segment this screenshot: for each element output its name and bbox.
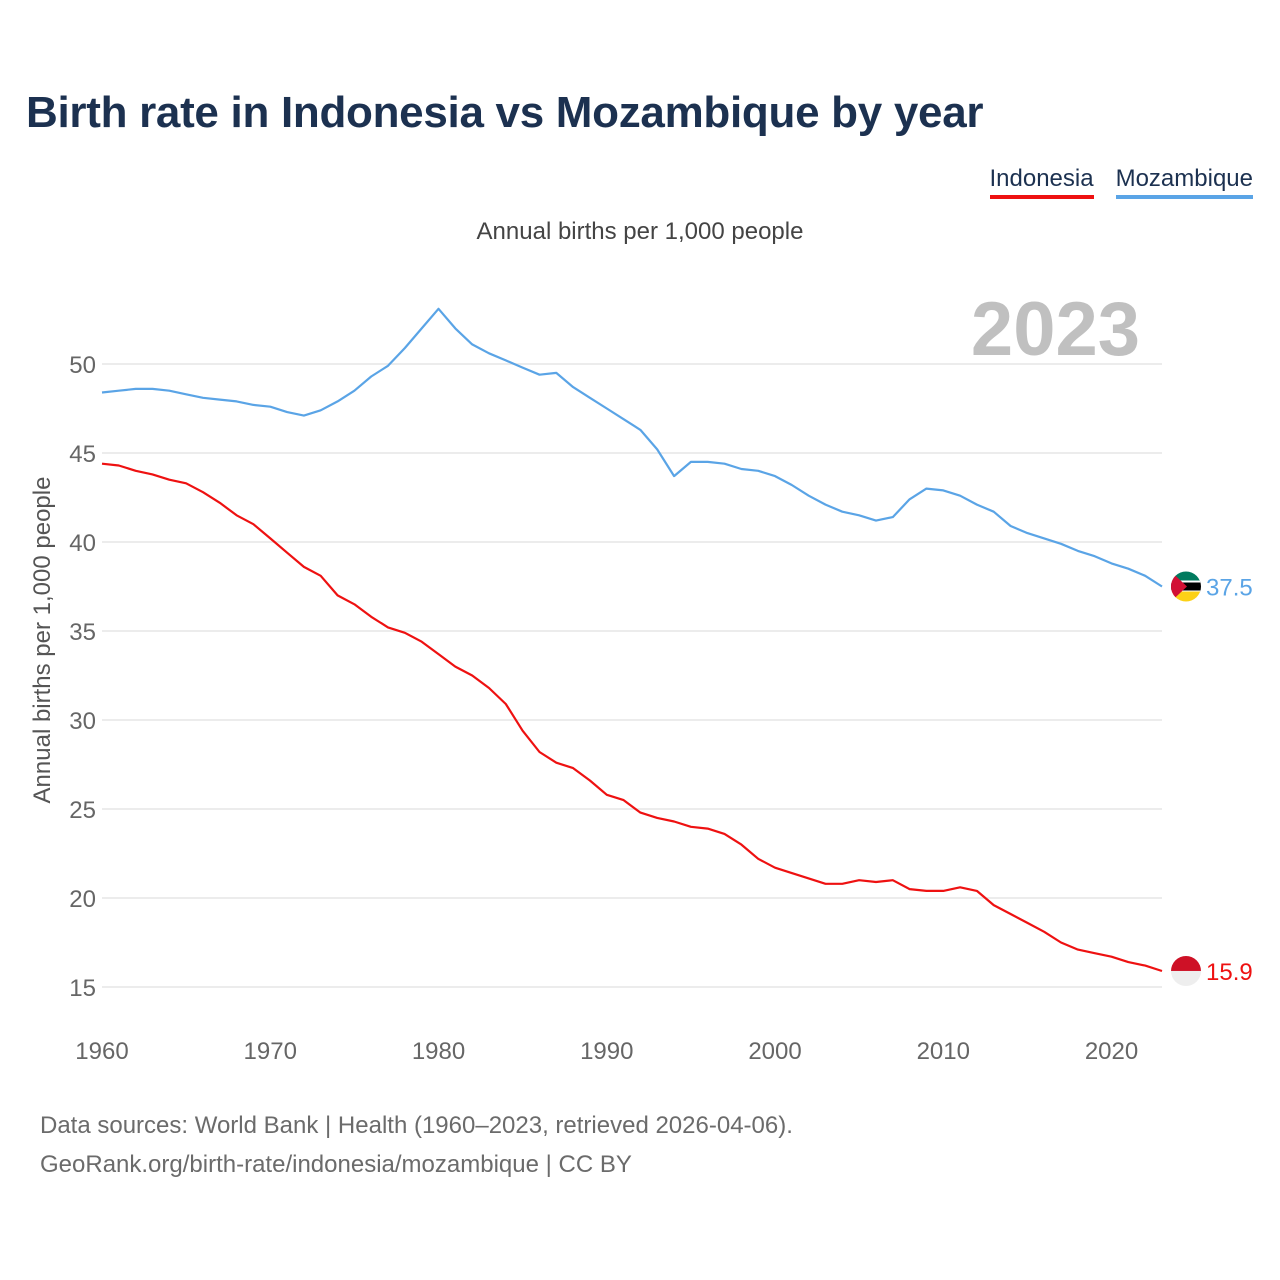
series-lines — [101, 307, 1163, 973]
x-tick-label: 2000 — [748, 1038, 801, 1065]
series-line-indonesia — [101, 462, 1163, 973]
y-tick-label: 15 — [69, 975, 96, 1002]
y-tick-label: 30 — [69, 708, 96, 735]
x-tick-label: 1960 — [75, 1038, 128, 1065]
x-tick-label: 2020 — [1085, 1038, 1138, 1065]
x-tick-label: 2010 — [917, 1038, 970, 1065]
x-tick-label: 1990 — [580, 1038, 633, 1065]
x-axis-ticks: 1960 1970 1980 1990 2000 2010 2020 — [75, 1038, 1138, 1065]
y-axis-ticks: 15 20 25 30 35 40 45 50 — [69, 352, 96, 1002]
y-tick-label: 45 — [69, 441, 96, 468]
y-tick-label: 40 — [69, 530, 96, 557]
y-tick-label: 25 — [69, 797, 96, 824]
footer-source: Data sources: World Bank | Health (1960–… — [40, 1112, 793, 1139]
y-axis-label: Annual births per 1,000 people — [29, 477, 56, 804]
year-watermark: 2023 — [970, 287, 1140, 372]
footer: Data sources: World Bank | Health (1960–… — [40, 1106, 793, 1184]
legend-item-indonesia[interactable]: Indonesia — [989, 166, 1094, 199]
end-markers: 15.9 37.5 — [1171, 571, 1253, 986]
flag-indonesia-icon — [1171, 955, 1201, 986]
y-tick-label: 35 — [69, 619, 96, 646]
y-tick-label: 20 — [69, 886, 96, 913]
flag-mozambique-icon — [1171, 571, 1201, 602]
footer-link[interactable]: GeoRank.org/birth-rate/indonesia/mozambi… — [40, 1151, 632, 1178]
series-line-mozambique — [101, 307, 1163, 588]
chart-subtitle: Annual births per 1,000 people — [476, 218, 804, 245]
legend: Indonesia Mozambique — [989, 166, 1253, 199]
x-tick-label: 1980 — [412, 1038, 465, 1065]
grid-lines — [102, 363, 1162, 988]
page-title: Birth rate in Indonesia vs Mozambique by… — [26, 88, 984, 137]
y-tick-label: 50 — [69, 352, 96, 379]
legend-item-mozambique[interactable]: Mozambique — [1115, 166, 1253, 199]
end-value-label-indonesia: 15.9 — [1206, 959, 1253, 986]
end-value-label-mozambique: 37.5 — [1206, 575, 1253, 602]
x-tick-label: 1970 — [244, 1038, 297, 1065]
